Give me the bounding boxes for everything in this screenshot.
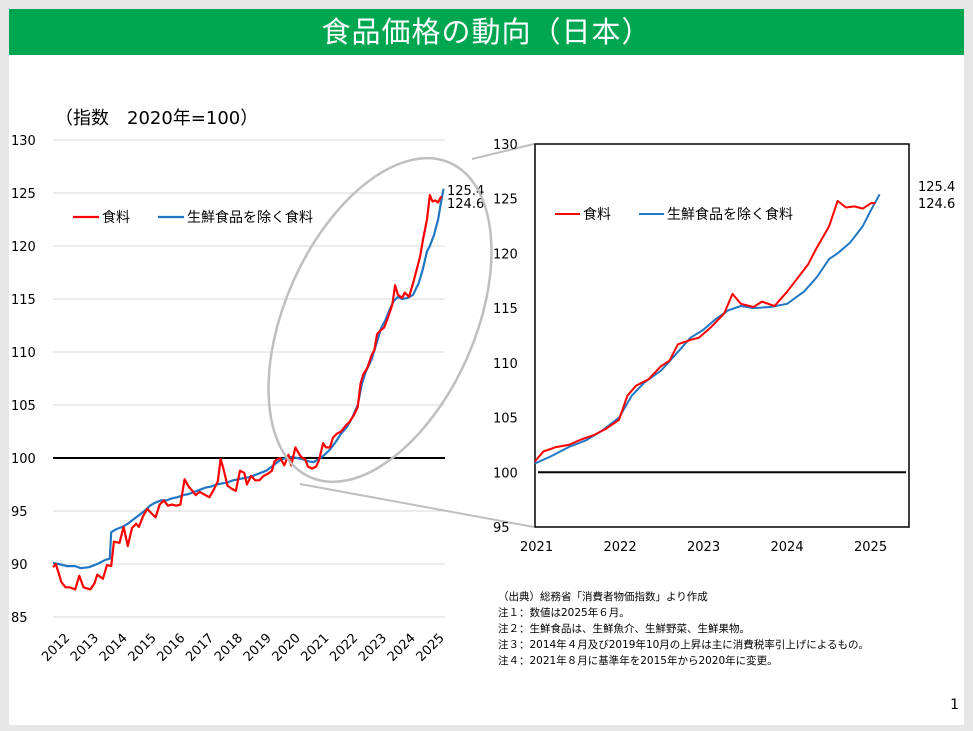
zoom-x-tick-label: 2022	[604, 540, 637, 555]
y-tick-label: 85	[11, 611, 28, 626]
last-value-label-core: 125.4	[447, 184, 484, 199]
zoom-chart-frame	[534, 143, 910, 528]
y-tick-label: 95	[11, 505, 28, 520]
x-tick-label: 2017	[183, 631, 217, 665]
x-tick-label: 2021	[298, 631, 332, 665]
y-tick-label: 90	[11, 558, 28, 573]
zoom-highlight-ellipse	[267, 156, 493, 484]
note-source: （出典）総務省「消費者物価指数」より作成	[498, 591, 708, 603]
note-3: 注３：2014年４月及び2019年10月の上昇は主に消費税率引上げによるもの。	[498, 639, 869, 651]
y-tick-label: 120	[11, 240, 36, 255]
slide-title: 食品価格の動向（日本）	[9, 9, 964, 55]
note-4: 注４：2021年８月に基準年を2015年から2020年に変更。	[498, 655, 778, 667]
y-axis-unit-label: （指数 2020年=100）	[55, 108, 259, 129]
zoom-series-line-food	[534, 199, 876, 462]
zoom-y-tick-label: 105	[493, 412, 518, 427]
zoom-last-value-label-food: 124.6	[918, 197, 955, 212]
zoom-x-tick-label: 2023	[687, 540, 720, 555]
zoom-y-tick-label: 115	[493, 302, 518, 317]
x-tick-label: 2024	[385, 631, 419, 665]
x-tick-label: 2014	[97, 631, 131, 665]
zoom-legend-label-core: 生鮮食品を除く食料	[667, 206, 793, 223]
legend-label-food: 食料	[102, 209, 130, 226]
zoom-legend-label-food: 食料	[583, 206, 611, 223]
zoom-y-tick-label: 125	[493, 193, 518, 208]
x-tick-label: 2020	[270, 631, 304, 665]
x-tick-label: 2025	[414, 631, 448, 665]
last-value-label-food: 124.6	[447, 197, 484, 212]
y-tick-label: 100	[11, 452, 36, 467]
x-tick-label: 2012	[39, 631, 73, 665]
note-2: 注２：生鮮食品は、生鮮魚介、生鮮野菜、生鮮果物。	[498, 623, 750, 635]
x-tick-label: 2022	[327, 631, 361, 665]
page-number: 1	[950, 697, 959, 713]
zoom-y-tick-label: 95	[493, 521, 510, 536]
series-line-food	[52, 194, 443, 591]
y-tick-label: 125	[11, 187, 36, 202]
x-tick-label: 2015	[126, 631, 160, 665]
source-notes: （出典）総務省「消費者物価指数」より作成 注１：数値は2025年６月。 注２：生…	[498, 589, 869, 669]
zoom-last-value-label-core: 125.4	[918, 180, 955, 195]
x-tick-label: 2016	[154, 631, 188, 665]
zoom-x-tick-label: 2025	[854, 540, 887, 555]
zoom-connector-top	[471, 143, 535, 160]
y-tick-label: 115	[11, 293, 36, 308]
x-tick-label: 2019	[241, 631, 275, 665]
zoom-y-tick-label: 120	[493, 247, 518, 262]
zoom-connector-bottom	[299, 483, 535, 528]
y-tick-label: 130	[11, 134, 36, 149]
zoom-x-tick-label: 2024	[771, 540, 804, 555]
y-tick-label: 110	[11, 346, 36, 361]
y-tick-label: 105	[11, 399, 36, 414]
x-tick-label: 2023	[356, 631, 390, 665]
zoom-y-tick-label: 100	[493, 466, 518, 481]
zoom-x-tick-label: 2021	[520, 540, 553, 555]
note-1: 注１：数値は2025年６月。	[498, 607, 630, 619]
x-tick-label: 2013	[68, 631, 102, 665]
x-tick-label: 2018	[212, 631, 246, 665]
zoom-y-tick-label: 110	[493, 357, 518, 372]
legend-label-core: 生鮮食品を除く食料	[187, 209, 313, 226]
zoom-y-tick-label: 130	[493, 138, 518, 153]
